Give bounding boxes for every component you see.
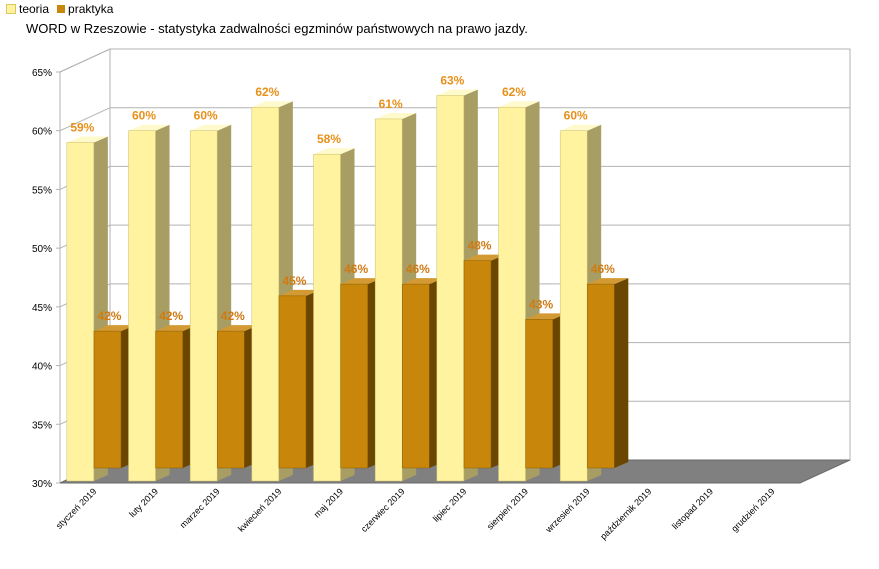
bar-top — [128, 124, 170, 131]
bars — [66, 89, 629, 482]
data-label-teoria: 60% — [564, 109, 588, 123]
bar-top — [340, 278, 382, 285]
bar-front — [463, 260, 492, 469]
bar-top — [155, 325, 197, 332]
bar-top — [93, 325, 135, 332]
data-label-praktyka: 46% — [406, 262, 430, 276]
data-label-teoria: 60% — [132, 109, 156, 123]
bar-front — [128, 130, 156, 482]
x-tick-label: październik 2019 — [598, 486, 653, 541]
y-tick-label: 35% — [32, 420, 52, 431]
data-label-teoria: 61% — [379, 97, 403, 111]
x-tick-label: listopad 2019 — [670, 486, 715, 531]
bar-front — [559, 130, 588, 482]
bar-front — [155, 330, 183, 469]
bar-top — [402, 278, 444, 285]
bar-top — [375, 112, 417, 119]
y-tick-label: 60% — [32, 127, 52, 138]
bar-front — [498, 106, 526, 482]
bar-top — [217, 325, 259, 332]
data-label-praktyka: 48% — [467, 239, 491, 253]
bar-top — [498, 101, 540, 108]
y-tick-label: 55% — [32, 185, 52, 196]
bar-front — [525, 319, 553, 469]
data-label-teoria: 63% — [440, 73, 464, 87]
x-tick-label: kwiecień 2019 — [236, 486, 283, 533]
bar-front — [313, 153, 341, 482]
data-label-teoria: 62% — [502, 85, 526, 99]
x-tick-label: sierpień 2019 — [485, 486, 530, 531]
y-tick-label: 50% — [32, 244, 52, 255]
gridline — [59, 48, 850, 73]
bar-front — [587, 283, 615, 469]
bar-top — [463, 254, 505, 261]
bar-front — [251, 106, 280, 482]
data-label-praktyka: 42% — [221, 309, 245, 323]
bar-top — [560, 124, 602, 131]
bar-front — [374, 118, 403, 482]
legend-swatch-praktyka — [57, 5, 66, 13]
y-tick-label: 65% — [32, 68, 52, 79]
x-axis: styczeń 2019 luty 2019 marzec 2019 kwiecień… — [54, 486, 777, 541]
x-tick-label: maj 2019 — [312, 486, 345, 519]
bar-top — [190, 124, 232, 131]
x-tick-label: grudzień 2019 — [729, 486, 776, 533]
data-label-praktyka: 46% — [344, 262, 368, 276]
y-tick-label: 30% — [32, 479, 52, 490]
data-label-teoria: 62% — [255, 85, 279, 99]
x-tick-label: czerwiec 2019 — [359, 486, 407, 534]
y-axis: 30% 35% 40% 45% 50% 55% 60% 65% — [32, 68, 60, 490]
bar-front — [340, 283, 368, 469]
bar-front — [278, 295, 307, 469]
data-label-praktyka: 46% — [591, 262, 615, 276]
legend-label-praktyka: praktyka — [68, 2, 114, 16]
data-label-praktyka: 45% — [282, 274, 306, 288]
legend-swatch-teoria — [6, 4, 16, 14]
bar-praktyka — [278, 289, 320, 469]
bar-front — [66, 142, 95, 482]
x-tick-label: styczeń 2019 — [54, 486, 99, 531]
bar-top — [525, 313, 567, 320]
bar-top — [278, 289, 320, 296]
bar-front — [189, 130, 218, 482]
data-label-teoria: 59% — [70, 120, 94, 134]
bar-top — [436, 89, 478, 96]
legend-item-praktyka: praktyka — [57, 2, 113, 16]
legend: teoria praktyka — [6, 2, 113, 16]
bar-top — [313, 148, 355, 155]
bar-praktyka — [587, 278, 629, 469]
data-label-praktyka: 42% — [97, 309, 121, 323]
bar-front — [402, 283, 430, 469]
bar-top — [251, 101, 293, 108]
data-labels: 59% 42% 60% 42% 60% 42% 62% 45% 58% 46% 61% 46% 63% 4… — [70, 73, 615, 323]
chart-title: WORD w Rzeszowie - statystyka zadwalnośc… — [26, 21, 528, 36]
bar-side — [614, 278, 629, 468]
data-label-teoria: 58% — [317, 132, 341, 146]
data-label-teoria: 60% — [194, 109, 218, 123]
bar-top — [587, 278, 629, 285]
legend-item-teoria: teoria — [6, 2, 49, 16]
y-tick-label: 45% — [32, 303, 52, 314]
y-tick-label: 40% — [32, 362, 52, 373]
bar-top — [66, 136, 108, 143]
x-tick-label: marzec 2019 — [178, 486, 222, 530]
x-tick-label: wrzesień 2019 — [543, 486, 592, 535]
bar-front — [217, 330, 245, 469]
bar-front — [93, 330, 122, 469]
data-label-praktyka: 43% — [529, 297, 553, 311]
legend-label-teoria: teoria — [19, 2, 50, 16]
gridline — [59, 107, 850, 132]
bar-praktyka — [217, 325, 259, 469]
x-tick-label: lipiec 2019 — [431, 486, 468, 523]
x-tick-label: luty 2019 — [127, 486, 160, 519]
bar-front — [436, 95, 465, 482]
data-label-praktyka: 42% — [159, 309, 183, 323]
